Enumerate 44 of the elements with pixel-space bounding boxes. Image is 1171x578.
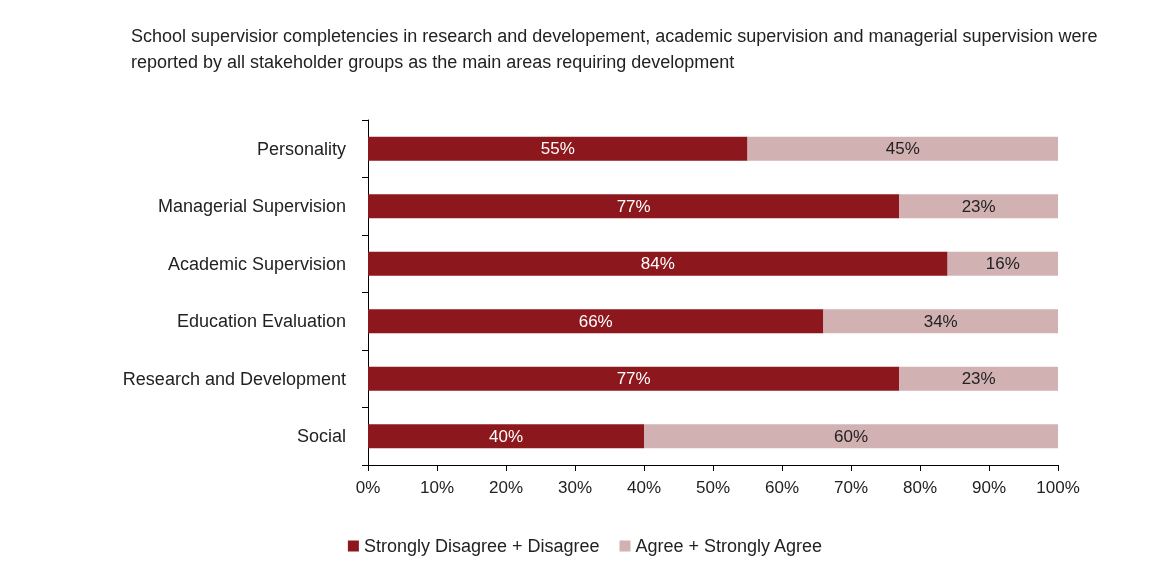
data-label: 40% — [488, 426, 524, 446]
bar — [823, 309, 1058, 334]
bar — [747, 136, 1058, 161]
x-tick-label: 100% — [1036, 478, 1080, 497]
legend-label: Strongly Disagree + Disagree — [363, 536, 600, 556]
data-label: 16% — [985, 254, 1020, 274]
y-tick-label: Education Evaluation — [176, 311, 346, 332]
y-tick-label: Social — [296, 426, 346, 447]
y-tick-label: Personality — [256, 138, 346, 159]
bar — [368, 194, 900, 219]
y-tick-label: Academic Supervision — [167, 253, 346, 274]
y-tick-label: Research and Development — [122, 368, 346, 389]
bar — [899, 366, 1058, 391]
bar — [899, 194, 1058, 219]
x-tick-label: 50% — [695, 478, 731, 497]
x-tick-label: 40% — [626, 478, 662, 497]
x-tick-label: 80% — [902, 478, 938, 497]
y-tick-label: Managerial Supervision — [157, 196, 346, 217]
data-label: 77% — [616, 196, 651, 216]
x-tick-label: 0% — [355, 478, 381, 497]
legend-label: Agree + Strongly Agree — [635, 536, 823, 556]
bar — [368, 251, 948, 276]
data-label: 45% — [885, 139, 920, 159]
data-label: 34% — [923, 311, 958, 331]
data-label: 23% — [961, 196, 996, 216]
x-tick-label: 10% — [419, 478, 455, 497]
data-label: 23% — [961, 369, 996, 389]
bar — [368, 136, 748, 161]
bar — [368, 366, 900, 391]
x-tick-label: 20% — [488, 478, 524, 497]
x-tick-label: 70% — [833, 478, 869, 497]
x-tick-label: 30% — [557, 478, 593, 497]
x-tick-label: 90% — [971, 478, 1007, 497]
bar — [644, 424, 1058, 449]
data-label: 55% — [540, 139, 575, 159]
data-label: 60% — [833, 426, 869, 446]
data-label: 77% — [616, 369, 651, 389]
bar — [368, 424, 644, 449]
bar — [947, 251, 1058, 276]
x-tick-label: 60% — [764, 478, 800, 497]
chart-title: School supervisior completencies in research and developement, academic supervision and managerial supervision were reported by all stakeholder groups as the main areas requiring development — [131, 26, 1103, 72]
data-label: 66% — [578, 311, 613, 331]
data-label: 84% — [640, 254, 675, 274]
bar — [368, 309, 824, 334]
